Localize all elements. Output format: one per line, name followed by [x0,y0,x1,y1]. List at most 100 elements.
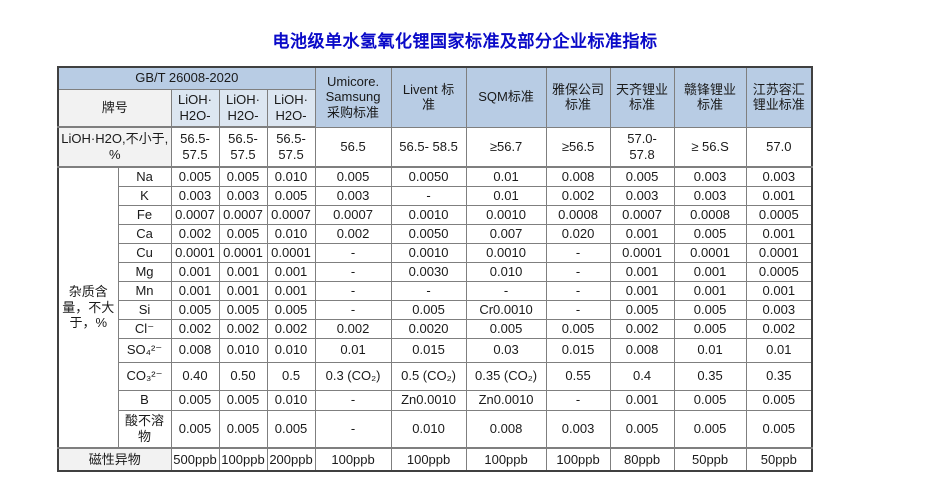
value-cell: 0.005 [218,166,268,187]
value-cell: 0.005 [745,409,813,449]
value-cell: 80ppb [609,447,675,472]
value-cell: 0.0007 [314,204,392,225]
value-cell: 0.55 [545,361,611,391]
value-cell: Cr0.0010 [465,299,547,320]
value-cell: 0.4 [609,361,675,391]
value-cell: 0.003 [545,409,611,449]
company-header-jiangsu-ronghui: 江苏容汇 锂业标准 [745,66,813,128]
impurity-section-label: 杂质含量，不大于，% [57,166,119,449]
value-cell: 0.001 [673,280,747,301]
value-cell: 0.015 [390,337,467,363]
value-cell: 0.010 [266,389,316,411]
page-title: 电池级单水氢氧化锂国家标准及部分企业标准指标 [272,32,658,51]
value-cell: 0.005 [673,223,747,244]
value-cell: 0.005 [170,166,220,187]
value-cell: 0.0007 [170,204,220,225]
value-cell: 0.005 [170,389,220,411]
value-cell: 0.005 [218,389,268,411]
value-cell: - [545,299,611,320]
value-cell: 0.50 [218,361,268,391]
value-cell: 0.01 [465,166,547,187]
element-label: Si [117,299,172,320]
element-label: SO₄²⁻ [117,337,172,363]
lioh-content-row: LiOH·H2O,不小于, % 56.5- 57.5 56.5- 57.5 56… [57,126,813,168]
value-cell: - [545,389,611,411]
element-label: Mn [117,280,172,301]
value-cell: - [545,261,611,282]
value-cell: 0.002 [545,185,611,206]
grade-header-3: LiOH· H2O- [266,88,316,128]
company-header-yabao: 雅保公司 标准 [545,66,611,128]
impurity-row: Ca 0.002 0.005 0.010 0.002 0.0050 0.007 0.020 0.… [58,223,813,244]
company-header-livent: Livent 标 准 [390,66,467,128]
impurity-row: Mn 0.001 0.001 0.001- - - -0.001 0.001 0.001 [58,280,813,301]
magnetic-row: 磁性异物 500ppb 100ppb 200ppb 100ppb 100ppb … [57,447,813,472]
value-cell: 0.001 [745,280,813,301]
value-cell: 0.0010 [465,242,547,263]
value-cell: 0.010 [465,261,547,282]
value-cell: - [314,409,392,449]
value-cell: 0.003 [745,299,813,320]
value-cell: - [314,280,392,301]
value-cell: 0.0050 [390,166,467,187]
impurity-row: 酸不溶物 0.005 0.005 0.005-0.010 0.008 0.003 0.005… [58,409,813,449]
impurity-row: K 0.003 0.003 0.005 0.003-0.01 0.002 0.003 0.00… [58,185,813,206]
value-cell: 0.005 [673,318,747,339]
value-cell: 0.003 [673,166,747,187]
value-cell: - [390,280,467,301]
value-cell: 0.001 [266,261,316,282]
value-cell: - [465,280,547,301]
value-cell: 0.005 [266,299,316,320]
grade-header-2: LiOH· H2O- [218,88,268,128]
value-cell: 0.0008 [673,204,747,225]
value-cell: 0.005 [218,409,268,449]
value-cell: 0.008 [465,409,547,449]
value-cell: - [314,299,392,320]
value-cell: 0.001 [266,280,316,301]
value-cell: 0.007 [465,223,547,244]
value-cell: 500ppb [170,447,220,472]
value-cell: 0.005 [266,185,316,206]
header-row-grades: 牌号 LiOH· H2O- LiOH· H2O- LiOH· H2O- [57,88,812,128]
value-cell: 0.005 [390,299,467,320]
value-cell: 0.0020 [390,318,467,339]
value-cell: 100ppb [314,447,392,472]
value-cell: 0.0005 [745,261,813,282]
company-header-sqm: SQM标准 [465,66,547,128]
value-cell: 56.5- 57.5 [266,126,316,168]
value-cell: 0.005 [266,409,316,449]
value-cell: 0.001 [745,223,813,244]
value-cell: 0.0010 [465,204,547,225]
value-cell: 0.01 [465,185,547,206]
value-cell: 0.001 [609,280,675,301]
value-cell: 0.002 [170,318,220,339]
value-cell: 0.003 [745,166,813,187]
element-label: Ca [117,223,172,244]
value-cell: 0.0001 [170,242,220,263]
value-cell: 0.001 [170,261,220,282]
value-cell: 0.002 [314,223,392,244]
value-cell: 0.03 [465,337,547,363]
value-cell: 0.005 [673,409,747,449]
value-cell: ≥56.5 [545,126,611,168]
value-cell: Zn0.0010 [465,389,547,411]
brand-label: 牌号 [57,88,172,128]
element-label: Mg [117,261,172,282]
value-cell: 56.5 [314,126,392,168]
value-cell: 0.010 [266,166,316,187]
value-cell: 0.001 [609,389,675,411]
value-cell: 0.003 [314,185,392,206]
value-cell: 0.005 [170,299,220,320]
value-cell: Zn0.0010 [390,389,467,411]
value-cell: 0.0007 [218,204,268,225]
value-cell: 0.005 [609,299,675,320]
value-cell: 0.005 [745,389,813,411]
value-cell: 0.5 (CO₂) [390,361,467,391]
impurity-row: Si 0.005 0.005 0.005-0.005 Cr0.0010-0.005 0.0… [58,299,813,320]
value-cell: 0.001 [170,280,220,301]
value-cell: 200ppb [266,447,316,472]
lioh-row-label: LiOH·H2O,不小于, % [57,126,172,168]
company-header-ganfeng: 赣锋锂业 标准 [673,66,747,128]
value-cell: 0.005 [465,318,547,339]
